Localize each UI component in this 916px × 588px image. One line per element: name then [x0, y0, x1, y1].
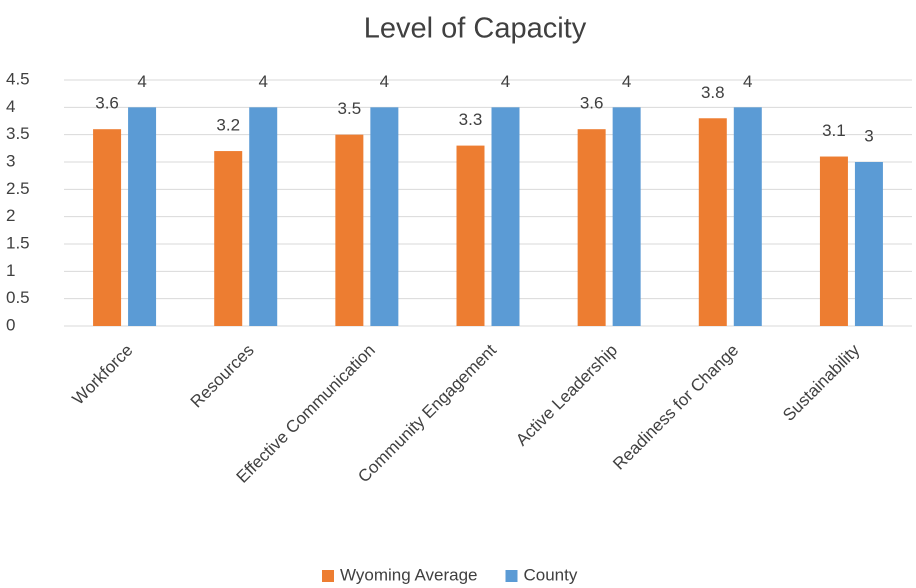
data-label: 3.5: [338, 99, 362, 118]
data-label: 3.6: [580, 94, 604, 113]
data-label: 4: [622, 72, 631, 91]
data-label: 4: [258, 72, 267, 91]
y-tick-label: 3.5: [6, 124, 30, 143]
x-tick-label: Community Engagement: [354, 340, 500, 486]
bar: [612, 107, 641, 326]
legend-label: Wyoming Average: [340, 565, 478, 584]
y-tick-label: 2: [6, 206, 15, 225]
y-tick-label: 0: [6, 315, 15, 334]
x-tick-label: Sustainability: [779, 340, 864, 425]
y-tick-label: 4: [6, 97, 15, 116]
bar: [698, 118, 727, 327]
data-label: 4: [380, 72, 389, 91]
data-label: 4: [743, 72, 752, 91]
bar: [335, 134, 364, 326]
bar: [93, 129, 122, 326]
bar: [577, 129, 606, 326]
data-label: 3.6: [95, 94, 119, 113]
x-tick-label: Effective Communication: [233, 341, 379, 487]
x-tick-label: Resources: [187, 341, 258, 412]
chart-title: Level of Capacity: [364, 13, 587, 45]
data-label: 3: [864, 126, 873, 145]
data-label: 3.8: [701, 83, 725, 102]
data-label: 3.1: [822, 121, 846, 140]
y-tick-label: 2.5: [6, 179, 30, 198]
data-label: 4: [501, 72, 510, 91]
bar: [819, 156, 848, 326]
bar: [370, 107, 399, 326]
bar: [854, 162, 883, 326]
y-tick-label: 1.5: [6, 233, 30, 252]
data-label: 3.3: [459, 110, 483, 129]
bar: [733, 107, 762, 326]
y-tick-label: 3: [6, 151, 15, 170]
legend-swatch: [505, 570, 518, 582]
legend-swatch: [322, 570, 334, 582]
x-tick-label: Active Leadership: [512, 341, 621, 450]
bar: [249, 107, 278, 326]
x-tick-label: Workforce: [69, 341, 137, 409]
data-label: 3.2: [216, 116, 240, 135]
data-label: 4: [137, 72, 146, 91]
y-tick-label: 0.5: [6, 288, 30, 307]
bar: [491, 107, 520, 326]
bar: [128, 107, 157, 326]
bar: [214, 151, 243, 326]
x-tick-label: Readiness for Change: [609, 341, 742, 474]
y-tick-label: 1: [6, 261, 15, 280]
bar: [456, 145, 485, 326]
legend-label: County: [524, 565, 578, 584]
y-tick-label: 4.5: [6, 69, 30, 88]
